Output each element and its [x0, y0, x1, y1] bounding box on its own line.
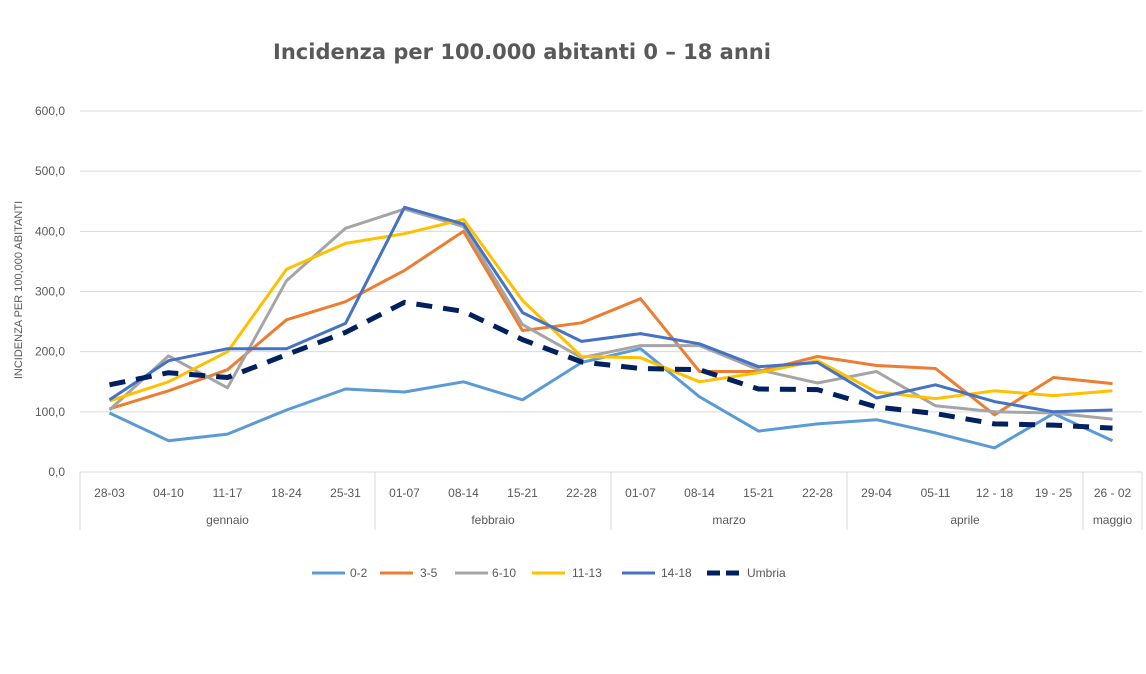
x-tick-label: 15-21 [507, 486, 538, 500]
x-tick-label: 04-10 [153, 486, 184, 500]
x-tick-label: 26 - 02 [1094, 486, 1132, 500]
y-tick-label: 400,0 [35, 224, 65, 238]
series-line-umbria [108, 299, 1113, 431]
legend-label: 6-10 [492, 566, 516, 580]
y-tick-label: 0,0 [48, 465, 65, 479]
x-tick-label: 01-07 [389, 486, 420, 500]
series-line-0-2 [108, 347, 1114, 450]
legend: 0-2 3-5 6-10 11-13 14-18 Umbria [312, 566, 786, 580]
legend-item: 0-2 [312, 566, 368, 580]
legend-item: 14-18 [622, 566, 692, 580]
x-axis: 28-03 04-10 11-17 18-24 25-31 01-07 08-14 15-21… [79, 471, 1143, 530]
y-tick-label: 600,0 [35, 104, 65, 118]
x-tick-label: 22-28 [802, 486, 833, 500]
x-group-label: marzo [712, 513, 746, 527]
x-group-label: febbraio [471, 513, 515, 527]
series-line-6-10 [108, 207, 1113, 421]
legend-label: 14-18 [661, 566, 692, 580]
x-group-label: gennaio [206, 513, 249, 527]
x-tick-label: 28-03 [94, 486, 125, 500]
x-tick-label: 29-04 [861, 486, 892, 500]
y-axis-label: INCIDENZA PER 100,000 ABITANTI [13, 201, 25, 379]
legend-item: 11-13 [532, 566, 602, 580]
y-tick-label: 100,0 [35, 405, 65, 419]
x-tick-label: 08-14 [448, 486, 479, 500]
y-axis-ticks: 0,0 100,0 200,0 300,0 400,0 500,0 600,0 [35, 104, 65, 479]
x-tick-label: 18-24 [271, 486, 302, 500]
y-tick-label: 500,0 [35, 164, 65, 178]
legend-label: 11-13 [572, 566, 602, 580]
x-tick-label: 15-21 [743, 486, 774, 500]
x-tick-label: 08-14 [684, 486, 715, 500]
y-tick-label: 200,0 [35, 345, 65, 359]
x-tick-label: 19 - 25 [1035, 486, 1073, 500]
x-tick-label: 25-31 [330, 486, 361, 500]
legend-item: Umbria [707, 566, 786, 580]
series-line-14-18 [108, 205, 1113, 414]
legend-item: 3-5 [380, 566, 438, 580]
x-tick-label: 01-07 [625, 486, 656, 500]
series-lines [108, 205, 1114, 450]
x-group-label: maggio [1093, 513, 1133, 527]
y-tick-label: 300,0 [35, 285, 65, 299]
legend-item: 6-10 [455, 566, 516, 580]
series-line-11-13 [109, 217, 1113, 403]
legend-label: 3-5 [420, 566, 438, 580]
chart-title: Incidenza per 100.000 abitanti 0 – 18 an… [273, 40, 771, 64]
series-line-3-5 [109, 229, 1113, 417]
x-group-label: aprile [950, 513, 980, 527]
x-tick-label: 11-17 [213, 486, 243, 500]
legend-label: 0-2 [350, 566, 368, 580]
legend-label: Umbria [747, 566, 786, 580]
x-tick-label: 05-11 [921, 486, 951, 500]
x-tick-label: 22-28 [566, 486, 597, 500]
x-tick-label: 12 - 18 [976, 486, 1014, 500]
